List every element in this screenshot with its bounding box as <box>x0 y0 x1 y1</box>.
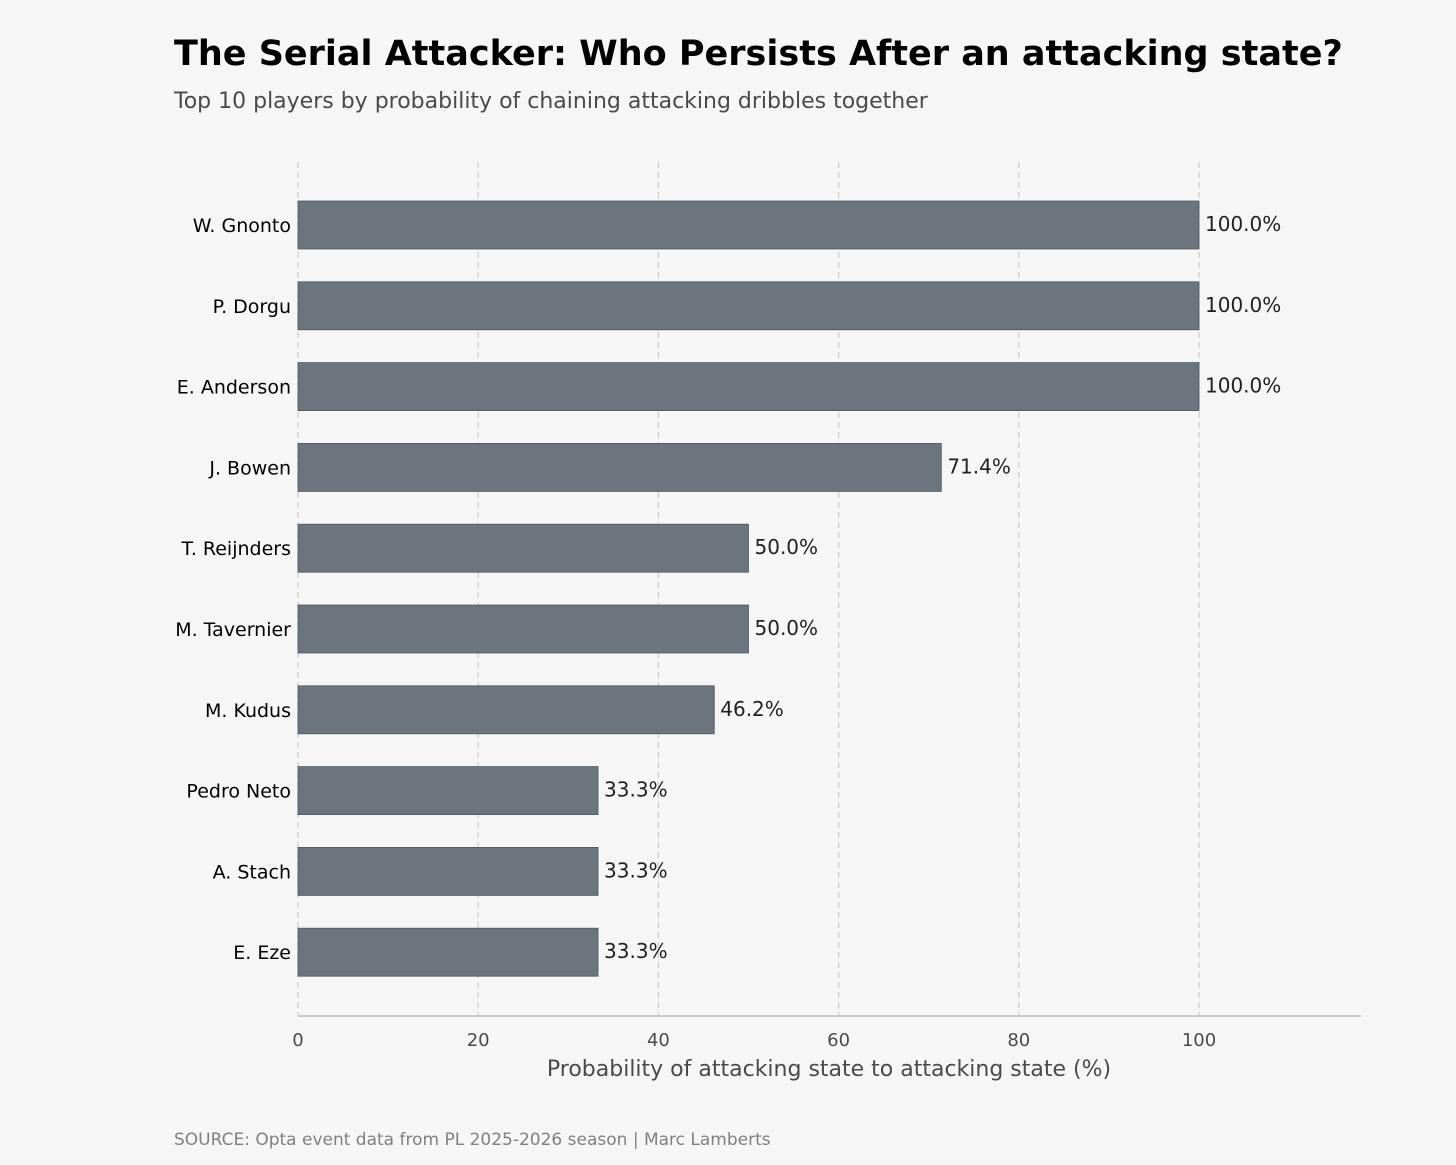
data-label: 100.0% <box>1205 293 1281 317</box>
x-axis: 0 20 40 60 80 100 <box>292 1015 1361 1051</box>
x-tick-label: 20 <box>467 1030 490 1051</box>
category-label: T. Reijnders <box>180 538 291 560</box>
source-note: SOURCE: Opta event data from PL 2025-202… <box>174 1130 771 1150</box>
bar <box>297 847 599 896</box>
chart-title: The Serial Attacker: Who Persists After … <box>174 34 1343 74</box>
bar <box>297 200 1200 250</box>
category-label: E. Eze <box>233 942 291 964</box>
data-label: 46.2% <box>720 697 784 721</box>
category-label: W. Gnonto <box>193 215 291 237</box>
data-label: 50.0% <box>755 616 819 640</box>
bar <box>297 281 1200 331</box>
bar <box>297 766 599 815</box>
data-label: 50.0% <box>755 535 819 559</box>
chart-subtitle: Top 10 players by probability of chainin… <box>174 89 928 114</box>
x-tick-label: 100 <box>1182 1030 1216 1051</box>
category-label: M. Kudus <box>205 700 291 722</box>
bar <box>297 523 749 573</box>
bar <box>297 604 749 654</box>
data-label: 100.0% <box>1205 374 1281 398</box>
x-tick-label: 60 <box>827 1030 850 1051</box>
category-label: A. Stach <box>213 861 291 883</box>
x-tick-label: 0 <box>292 1030 303 1051</box>
category-label: J. Bowen <box>208 457 291 479</box>
category-label: P. Dorgu <box>213 296 291 318</box>
bar <box>297 927 599 977</box>
bar <box>297 685 715 735</box>
data-label: 33.3% <box>604 939 668 963</box>
bar <box>297 362 1200 412</box>
data-label: 33.3% <box>604 778 668 802</box>
bars: W. Gnonto 100.0% P. Dorgu 100.0% E. Anderson… <box>175 200 1281 977</box>
x-tick-label: 40 <box>647 1030 670 1051</box>
x-axis-label: Probability of attacking state to attack… <box>547 1057 1111 1082</box>
bar <box>297 442 942 492</box>
data-label: 33.3% <box>604 858 668 882</box>
x-tick-label: 80 <box>1007 1030 1030 1051</box>
category-label: Pedro Neto <box>186 781 291 803</box>
data-label: 100.0% <box>1205 212 1281 236</box>
data-label: 71.4% <box>947 454 1011 478</box>
category-label: M. Tavernier <box>175 619 291 641</box>
category-label: E. Anderson <box>177 377 291 399</box>
